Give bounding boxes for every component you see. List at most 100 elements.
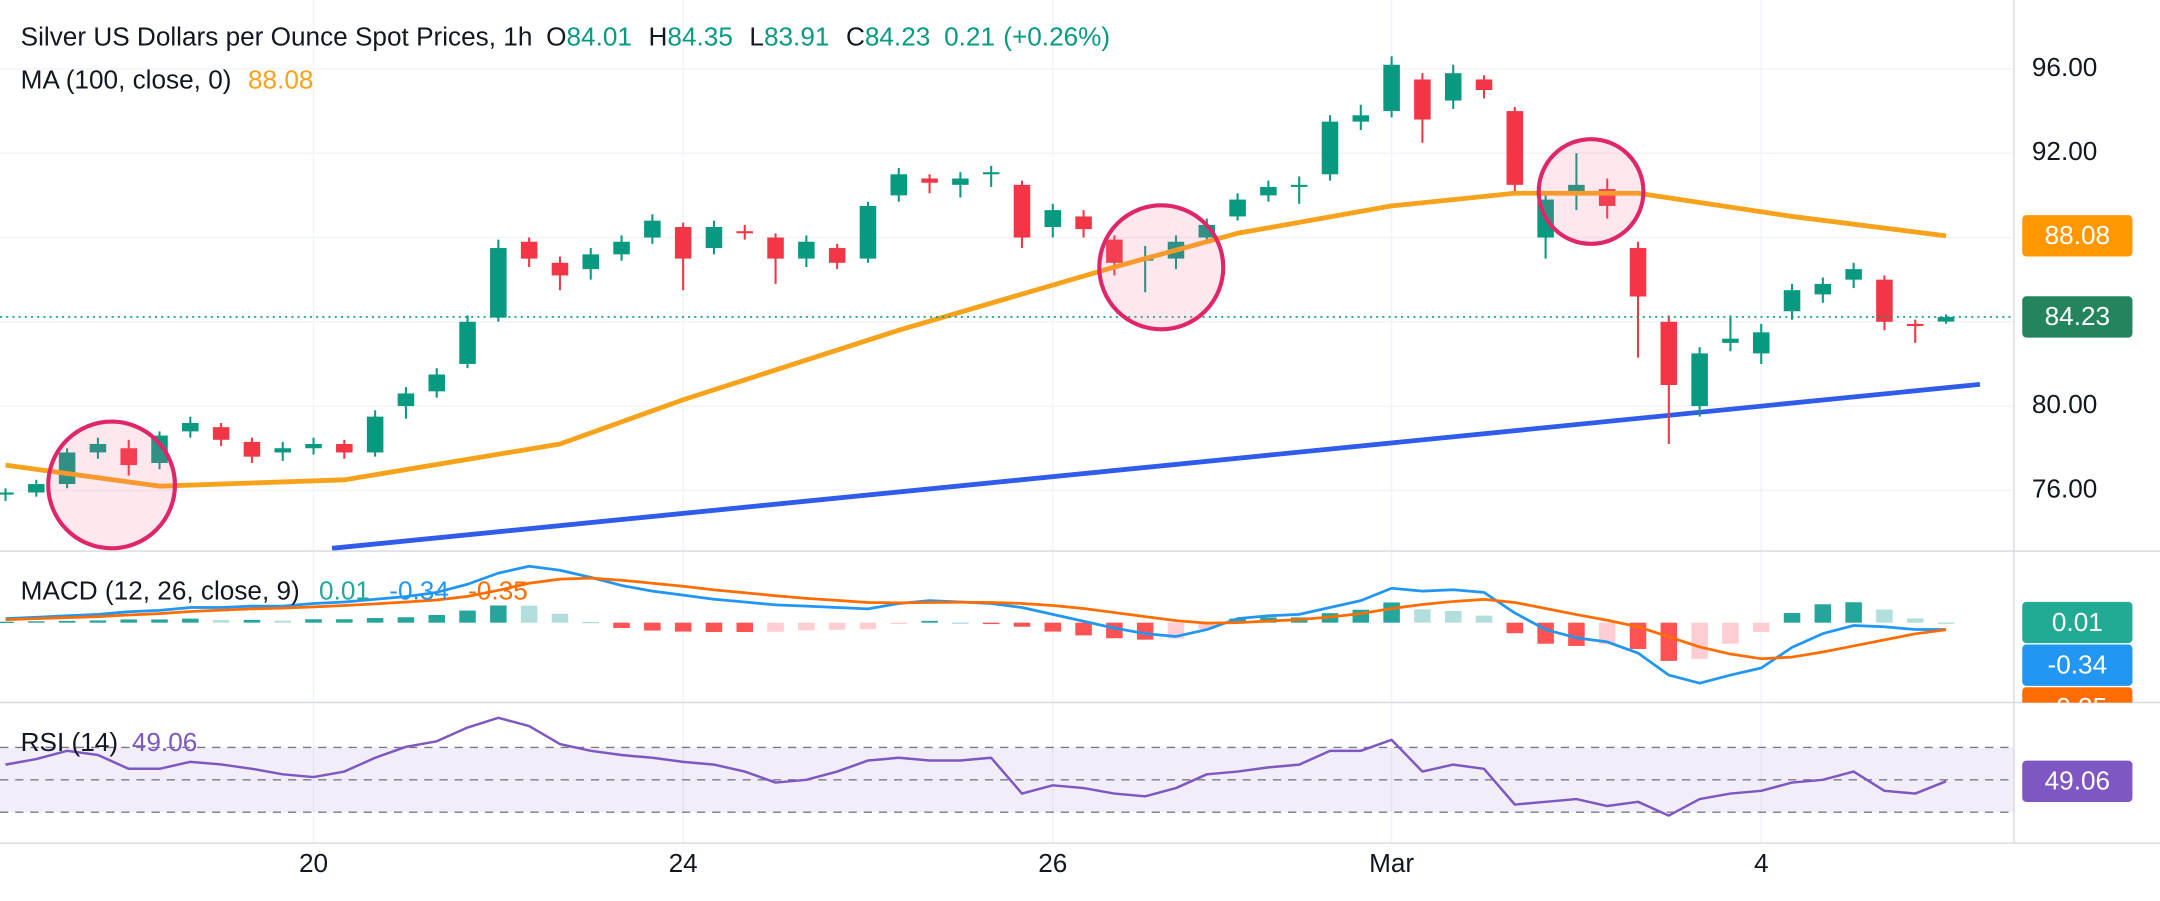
last-price-box — [2022, 296, 2133, 338]
rsi-value: 49.06 — [132, 727, 197, 757]
histogram-bar — [397, 617, 415, 623]
candle-body — [1660, 321, 1678, 386]
macd-box — [2022, 687, 2133, 703]
candle-body — [1444, 73, 1462, 101]
change-percent: (+0.26%) — [1003, 22, 1110, 52]
x-tick-label: 26 — [1038, 848, 1067, 878]
histogram-bar — [582, 621, 600, 624]
candle-body — [1876, 279, 1893, 322]
x-tick-label: 24 — [669, 848, 698, 878]
candle-body — [0, 492, 14, 495]
candle-body — [1937, 316, 1955, 322]
histogram-bar — [336, 619, 353, 623]
trendline — [331, 381, 1981, 551]
histogram-bar — [459, 610, 476, 623]
histogram-bar — [644, 622, 661, 631]
candle-body — [736, 231, 754, 234]
highlight-circle — [1097, 203, 1226, 332]
candle-body — [1229, 199, 1246, 217]
y-tick-label: 76.00 — [2032, 473, 2097, 503]
ohlc-label: C — [846, 22, 865, 52]
change: 0.21 — [944, 22, 995, 52]
candle-body — [28, 484, 45, 493]
y-tick-label: 92.00 — [2032, 136, 2097, 166]
candle-body — [366, 416, 384, 453]
histogram-bar — [305, 619, 322, 623]
histogram-bar — [890, 622, 908, 625]
histogram-bar — [28, 621, 45, 623]
x-tick-label: Mar — [1369, 848, 1414, 878]
histogram-bar — [705, 622, 723, 632]
candle-body — [274, 448, 291, 453]
signal-value: -0.35 — [468, 575, 528, 605]
candle-body — [828, 248, 846, 263]
candle-body — [982, 172, 1000, 175]
ohlc-value: 84.01 — [567, 22, 632, 52]
histogram-bar — [1506, 622, 1524, 634]
histogram-bar — [243, 619, 261, 623]
histogram-bar — [1845, 602, 1862, 623]
histogram-bar — [151, 619, 168, 623]
histogram-bar — [1229, 618, 1246, 623]
candle-body — [1475, 79, 1493, 91]
ma-value-box — [2022, 215, 2133, 257]
candle-body — [336, 444, 353, 453]
histogram-bar — [120, 619, 137, 623]
ma-value-label: 88.08 — [2045, 220, 2110, 250]
candle-body — [674, 226, 692, 259]
histogram-bar — [1814, 604, 1832, 623]
ohlc-value: 84.23 — [865, 22, 930, 52]
histogram-bar — [674, 622, 692, 632]
macd-axis-boxes: 0.01 -0.34 -0.35 — [2022, 601, 2133, 722]
histogram-bar — [798, 622, 815, 631]
histogram-bar — [1013, 622, 1031, 627]
candle-body — [89, 444, 107, 453]
candle-body — [1691, 353, 1708, 407]
candle-body — [243, 441, 261, 457]
ohlc-value: 83.91 — [764, 22, 829, 52]
rsi-line — [5, 716, 1947, 817]
ohlc-label: H — [649, 22, 668, 52]
histogram-bar — [58, 620, 76, 623]
ma-name: MA (100, close, 0) — [21, 64, 232, 94]
histogram-bar — [1876, 609, 1893, 623]
y-tick-label: 80.00 — [2032, 389, 2097, 419]
candle-body — [1260, 186, 1277, 196]
price-panel — [0, 56, 2014, 551]
macd-box — [2022, 601, 2133, 644]
macd-box-label: -0.34 — [2048, 649, 2108, 679]
candle-body — [1383, 64, 1400, 112]
rsi-panel — [0, 716, 2014, 817]
title: RSI (14) — [21, 727, 118, 757]
candle-body — [305, 444, 322, 449]
candle-body — [1044, 210, 1062, 227]
histogram-bar — [520, 605, 538, 623]
histogram-bar — [1475, 615, 1493, 623]
histogram-bar — [828, 622, 846, 630]
histogram-bar — [982, 622, 1000, 625]
ma-value: 88.08 — [248, 64, 313, 94]
legend: Silver US Dollars per Ounce Spot Prices,… — [21, 22, 1110, 52]
histogram-bar — [1075, 622, 1092, 636]
histogram-bar — [952, 622, 969, 624]
legend: MACD (12, 26, close, 9) 0.01 -0.34 -0.35 — [21, 575, 528, 605]
candle-body — [459, 321, 476, 364]
histogram-bar — [1044, 622, 1062, 632]
histogram-bar — [428, 614, 446, 623]
candle-body — [859, 205, 877, 259]
legend: MA (100, close, 0) 88.08 — [21, 64, 314, 94]
last-price-label: 84.23 — [2045, 301, 2110, 331]
macd-line — [5, 576, 1947, 661]
legend: RSI (14) 49.06 — [21, 727, 198, 757]
candle-body — [1722, 338, 1739, 343]
histogram-bar — [366, 618, 384, 623]
candle-body — [490, 248, 507, 318]
histogram-bar — [736, 622, 754, 632]
histogram-bar — [1383, 602, 1400, 623]
rsi-value-box — [2022, 760, 2133, 802]
histogram-bar — [1691, 622, 1708, 659]
macd-box-label: -0.35 — [2048, 692, 2108, 722]
macd-panel — [0, 564, 1955, 685]
histogram-bar — [1783, 612, 1801, 623]
